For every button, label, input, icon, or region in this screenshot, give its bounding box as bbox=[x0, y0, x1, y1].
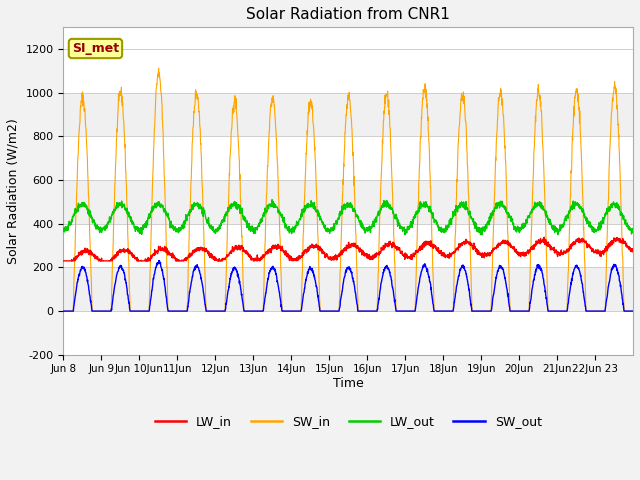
Bar bbox=[63, 136, 633, 180]
Title: Solar Radiation from CNR1: Solar Radiation from CNR1 bbox=[246, 7, 450, 22]
Legend: LW_in, SW_in, LW_out, SW_out: LW_in, SW_in, LW_out, SW_out bbox=[150, 410, 547, 433]
Bar bbox=[63, 93, 633, 136]
Bar bbox=[63, 311, 633, 355]
Bar bbox=[63, 224, 633, 267]
Bar bbox=[63, 180, 633, 224]
Bar bbox=[63, 267, 633, 311]
Text: SI_met: SI_met bbox=[72, 42, 119, 55]
X-axis label: Time: Time bbox=[333, 377, 364, 390]
Bar bbox=[63, 49, 633, 93]
Y-axis label: Solar Radiation (W/m2): Solar Radiation (W/m2) bbox=[7, 118, 20, 264]
